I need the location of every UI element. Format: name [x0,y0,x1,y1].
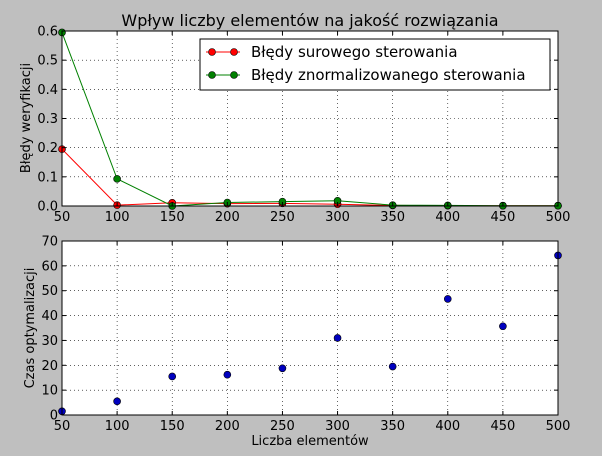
data-point [113,175,121,183]
data-point [443,295,452,303]
y-tick-label: 0.6 [37,25,58,40]
x-tick-label: 300 [325,210,350,225]
bottom-x-axis-label: Liczba elementów [251,434,369,449]
bottom-y-axis-label: Czas optymalizacji [23,268,38,389]
top-y-tick-labels: 0.0 0.1 0.2 0.3 0.4 0.5 0.6 [37,25,58,215]
data-point [113,397,121,406]
data-point [499,322,507,331]
legend-marker-normalized [208,71,216,79]
y-tick-label: 50 [41,284,58,299]
x-tick-label: 50 [54,210,71,225]
x-tick-label: 500 [546,419,571,434]
data-point [168,372,177,381]
x-tick-label: 450 [490,419,515,434]
x-tick-label: 200 [215,419,240,434]
top-x-tick-labels: 50 100 150 200 250 300 350 400 450 500 [54,210,571,225]
x-tick-label: 500 [546,210,571,225]
y-tick-label: 40 [41,309,58,324]
y-tick-label: 70 [41,235,58,250]
bottom-ticks [61,240,559,416]
y-tick-label: 10 [41,384,58,399]
data-point [388,362,397,371]
bottom-y-tick-labels: 0 10 20 30 40 50 60 70 [41,235,58,424]
bottom-x-tick-labels: 50 100 150 200 250 300 350 400 450 500 [54,419,571,434]
top-ticks [61,30,559,207]
y-tick-label: 0.5 [37,54,58,69]
x-tick-label: 350 [380,210,405,225]
x-tick-label: 200 [215,210,240,225]
y-tick-label: 20 [41,359,58,374]
x-tick-label: 100 [105,419,130,434]
y-tick-label: 0.0 [37,200,58,215]
y-tick-label: 0.1 [37,170,58,185]
chart-title: Wpływ liczby elementów na jakość rozwiąz… [121,11,498,30]
legend-marker-raw-2 [230,48,238,56]
data-point [223,370,232,379]
data-point [278,364,287,373]
x-tick-label: 450 [490,210,515,225]
top-y-axis-label: Błędy weryfikacji [19,63,34,173]
y-tick-label: 0 [50,409,58,424]
data-point [333,334,342,342]
bottom-series [58,251,562,416]
x-tick-label: 250 [270,419,295,434]
x-tick-label: 400 [435,419,460,434]
y-tick-label: 0.2 [37,141,58,156]
y-tick-label: 60 [41,259,58,274]
legend-label-raw: Błędy surowego sterowania [251,43,458,61]
legend-box [199,38,551,91]
x-tick-label: 250 [270,210,295,225]
legend-marker-normalized-2 [230,71,238,79]
bottom-plot-frame [61,240,559,416]
bottom-plot-area [62,241,558,415]
x-tick-label: 150 [160,419,185,434]
y-tick-label: 30 [41,334,58,349]
y-tick-label: 0.3 [37,112,58,127]
x-tick-label: 50 [54,419,71,434]
x-tick-label: 100 [105,210,130,225]
y-tick-label: 0.4 [37,83,58,98]
x-tick-label: 150 [160,210,185,225]
legend: Błędy surowego sterowania Błędy znormali… [199,38,551,91]
x-tick-label: 400 [435,210,460,225]
x-tick-label: 300 [325,419,350,434]
x-tick-label: 350 [380,419,405,434]
legend-label-normalized: Błędy znormalizowanego sterowania [251,66,526,84]
legend-marker-raw [208,48,216,56]
